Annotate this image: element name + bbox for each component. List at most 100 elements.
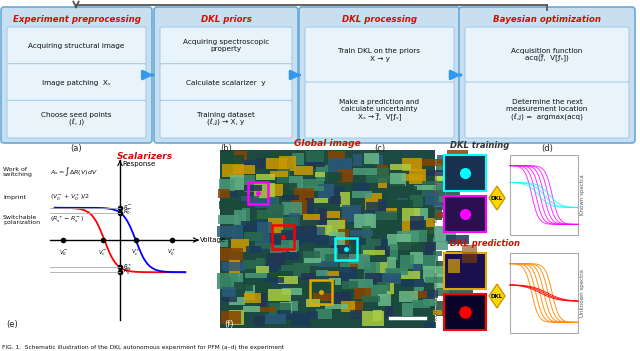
- Bar: [410, 216, 424, 229]
- Bar: [217, 273, 238, 289]
- Bar: [354, 288, 371, 299]
- Bar: [401, 271, 420, 279]
- Bar: [282, 217, 298, 233]
- Text: Choose seed points
(ℓ, ȷ): Choose seed points (ℓ, ȷ): [41, 112, 112, 126]
- Text: Known spectra: Known spectra: [580, 175, 585, 216]
- Bar: [422, 255, 438, 269]
- Text: (e): (e): [6, 319, 18, 329]
- Polygon shape: [489, 284, 505, 308]
- Bar: [349, 254, 370, 269]
- Bar: [325, 211, 340, 218]
- Bar: [256, 266, 269, 273]
- Text: $V_c^+$: $V_c^+$: [131, 248, 141, 258]
- Bar: [426, 218, 435, 234]
- Text: (c): (c): [374, 145, 385, 153]
- Bar: [255, 198, 276, 208]
- Bar: [306, 151, 324, 162]
- Bar: [340, 267, 357, 283]
- Text: Acquiring structural image: Acquiring structural image: [28, 43, 125, 49]
- Bar: [385, 306, 393, 318]
- Bar: [450, 272, 462, 277]
- Bar: [229, 201, 248, 208]
- Bar: [270, 204, 284, 220]
- Bar: [325, 254, 348, 263]
- Bar: [362, 226, 371, 239]
- Bar: [375, 191, 388, 205]
- Text: Known structures: Known structures: [433, 174, 438, 222]
- FancyBboxPatch shape: [7, 64, 146, 101]
- Bar: [270, 245, 287, 253]
- Bar: [289, 213, 300, 229]
- Text: (a): (a): [70, 145, 83, 153]
- Text: Make a prediction and
calculate uncertainty
Xₛ → ƒ̅,  V[ƒₛ]: Make a prediction and calculate uncertai…: [339, 99, 420, 121]
- Bar: [220, 150, 435, 328]
- Bar: [411, 160, 419, 171]
- Bar: [310, 280, 332, 304]
- FancyBboxPatch shape: [160, 64, 292, 101]
- Bar: [318, 208, 327, 225]
- Bar: [270, 171, 288, 177]
- Bar: [374, 226, 389, 233]
- Bar: [293, 263, 310, 277]
- Bar: [255, 307, 276, 312]
- Bar: [255, 243, 274, 248]
- Bar: [397, 242, 421, 259]
- Text: Known structures: Known structures: [433, 272, 438, 320]
- Bar: [433, 251, 442, 256]
- Bar: [386, 294, 397, 304]
- Bar: [342, 205, 361, 222]
- Bar: [510, 155, 578, 235]
- FancyBboxPatch shape: [299, 7, 460, 143]
- Bar: [434, 275, 445, 289]
- Bar: [414, 280, 424, 291]
- Bar: [243, 260, 261, 269]
- Bar: [314, 248, 338, 262]
- Bar: [401, 174, 423, 181]
- Bar: [279, 156, 296, 171]
- Bar: [317, 261, 338, 267]
- Text: $R_s^+$: $R_s^+$: [123, 267, 133, 277]
- Bar: [316, 225, 332, 239]
- Bar: [234, 282, 253, 291]
- Bar: [338, 169, 353, 184]
- Bar: [315, 172, 325, 177]
- Bar: [446, 321, 469, 327]
- Bar: [446, 191, 460, 205]
- Bar: [244, 232, 263, 241]
- Bar: [436, 261, 454, 274]
- Bar: [436, 288, 452, 296]
- Bar: [306, 311, 318, 319]
- Bar: [338, 218, 346, 228]
- Bar: [401, 279, 424, 287]
- Text: (f): (f): [224, 319, 234, 329]
- Bar: [446, 235, 469, 244]
- Bar: [423, 299, 437, 306]
- Bar: [414, 185, 436, 190]
- Bar: [340, 257, 352, 272]
- Bar: [316, 236, 336, 245]
- Bar: [425, 277, 448, 283]
- Bar: [353, 154, 362, 166]
- Text: Training dataset
(ℓ,ȷ) → X, y: Training dataset (ℓ,ȷ) → X, y: [197, 112, 255, 126]
- Bar: [444, 155, 486, 191]
- Bar: [510, 253, 578, 333]
- Text: $R_0^+$: $R_0^+$: [123, 262, 133, 273]
- Bar: [282, 252, 296, 258]
- Bar: [330, 245, 349, 258]
- Bar: [231, 239, 249, 252]
- Bar: [289, 241, 297, 255]
- Bar: [233, 165, 255, 174]
- Bar: [257, 158, 265, 169]
- Bar: [425, 192, 439, 205]
- Bar: [435, 190, 459, 206]
- Text: $V_0^+$: $V_0^+$: [167, 248, 177, 258]
- Bar: [244, 293, 261, 303]
- Bar: [278, 276, 298, 284]
- Bar: [402, 221, 410, 235]
- Bar: [222, 297, 237, 302]
- Text: Global image: Global image: [294, 139, 361, 147]
- Bar: [409, 230, 427, 242]
- Bar: [316, 165, 328, 181]
- Bar: [265, 314, 286, 324]
- Bar: [425, 242, 436, 259]
